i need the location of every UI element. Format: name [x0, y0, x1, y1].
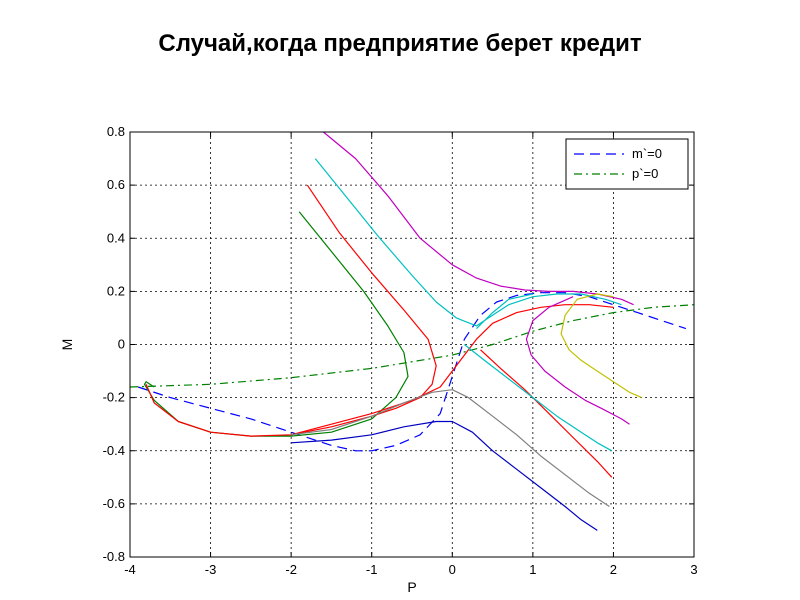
x-tick-label: -2 [285, 562, 297, 577]
y-tick-label: -0.4 [103, 443, 125, 458]
trajectory-6 [314, 158, 489, 327]
x-tick-label: 0 [449, 562, 456, 577]
legend-label: p`=0 [632, 166, 658, 181]
x-tick-label: 2 [610, 562, 617, 577]
y-tick-label: 0.4 [107, 230, 125, 245]
trajectory-4 [290, 304, 614, 436]
plot-area [130, 132, 694, 557]
legend-label: m`=0 [632, 146, 662, 161]
trajectory-13 [291, 420, 598, 531]
y-tick-label: 0.2 [107, 283, 125, 298]
y-tick-label: -0.6 [103, 496, 125, 511]
x-tick-label: -3 [205, 562, 217, 577]
trajectory-5 [480, 349, 613, 478]
trajectory-3 [145, 184, 437, 437]
legend-box [565, 138, 689, 190]
y-tick-label: 0.6 [107, 177, 125, 192]
trajectory-9 [476, 293, 534, 330]
slide-title: Случай,когда предприятие берет кредит [158, 30, 642, 57]
x-tick-label: 1 [529, 562, 536, 577]
x-tick-label: -1 [366, 562, 378, 577]
y-axis-label: M [59, 339, 75, 351]
series-p-nullcline [129, 304, 695, 388]
y-tick-label: -0.2 [103, 390, 125, 405]
x-tick-label: 3 [690, 562, 697, 577]
trajectory-8 [464, 344, 613, 452]
trajectory-12 [291, 389, 610, 508]
y-tick-label: 0.8 [107, 124, 125, 139]
trajectory-14 [560, 293, 642, 399]
trajectory-7 [488, 293, 622, 319]
y-tick-label: -0.8 [103, 549, 125, 564]
x-tick-label: -4 [124, 562, 136, 577]
y-tick-label: 0 [118, 337, 125, 352]
trajectory-11 [525, 296, 630, 425]
x-axis-label: P [407, 579, 416, 595]
series-m-nullcline [137, 292, 687, 452]
